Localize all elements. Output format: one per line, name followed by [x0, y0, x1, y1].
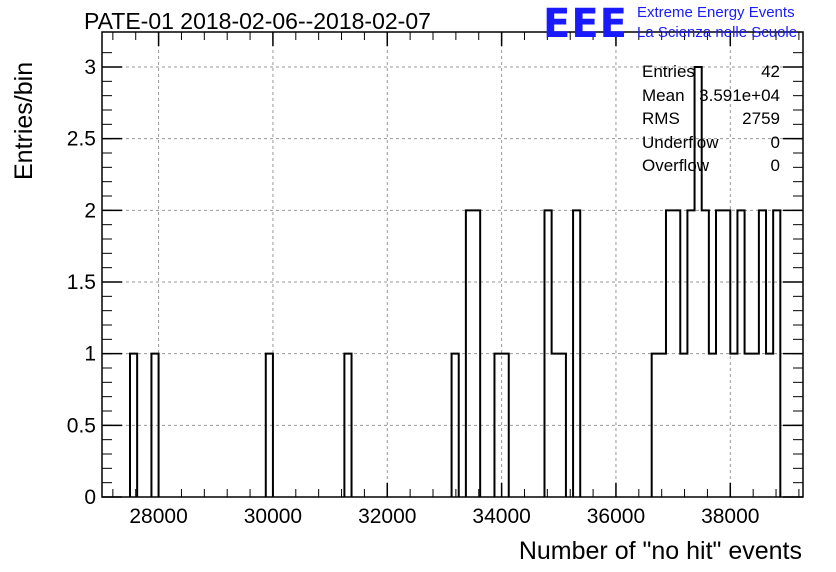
x-tick-label: 28000 — [129, 505, 187, 528]
histogram-step-line — [129, 66, 782, 497]
stats-value: 0 — [770, 132, 780, 152]
y-tick-label: 2.5 — [67, 128, 96, 151]
x-tick-label: 34000 — [472, 505, 530, 528]
y-tick-label: 2 — [84, 199, 96, 222]
histogram-bin — [659, 354, 666, 497]
histogram-bin — [452, 354, 459, 497]
logo-line-2: La Scienza nelle Scuole — [637, 24, 798, 41]
histogram-bin — [673, 210, 680, 497]
y-axis-label: Entries/bin — [10, 61, 38, 180]
histogram-bin — [687, 210, 694, 497]
histogram-bin — [730, 354, 737, 497]
histogram-bin — [773, 210, 780, 497]
stats-value: 0 — [770, 156, 780, 175]
histogram-bin — [473, 210, 480, 497]
histogram-bin — [130, 354, 137, 497]
stats-value: 42 — [761, 62, 780, 81]
histogram-bin — [466, 210, 473, 497]
histogram-bin — [680, 354, 687, 497]
histogram-bin — [494, 354, 501, 497]
y-tick-label: 0.5 — [67, 414, 96, 437]
histogram-bin — [702, 210, 709, 497]
histogram-bin — [344, 354, 351, 497]
stats-row-entries: Entries 42 — [642, 60, 780, 84]
stats-row-overflow: Overflow 0 — [642, 154, 780, 178]
histogram-bin — [652, 354, 659, 497]
y-tick-label: 1 — [84, 343, 96, 366]
eee-logo-text: Extreme Energy Events La Scienza nelle S… — [637, 3, 797, 43]
eee-logo: EEE — [543, 1, 628, 47]
y-tick-label: 3 — [84, 56, 96, 79]
y-tick-label: 1.5 — [67, 271, 96, 294]
axis-ticks: 0 0.5 1 1.5 2 2.5 3 28000 30000 32000 34000 36000 38… — [67, 32, 803, 528]
plot-title: PATE-01 2018-02-06--2018-02-07 — [84, 8, 431, 34]
stats-key: Overflow — [642, 156, 710, 175]
stats-row-underflow: Underflow 0 — [642, 131, 780, 155]
histogram-bin — [759, 210, 766, 497]
x-axis-label: Number of "no hit" events — [518, 537, 802, 565]
stats-row-rms: RMS 2759 — [642, 107, 780, 131]
stats-box: Entries 42 Mean 3.591e+04 RMS 2759 Under… — [642, 60, 780, 178]
histogram-bin — [666, 210, 673, 497]
stats-key: Entries — [642, 62, 695, 81]
y-tick-label: 0 — [84, 486, 96, 509]
histogram-bin — [552, 354, 559, 497]
stats-key: Mean — [642, 85, 685, 105]
histogram-bin — [752, 354, 759, 497]
histogram-bin — [716, 210, 723, 497]
histogram-bin — [559, 354, 566, 497]
histogram-bin — [573, 210, 580, 497]
stats-key: RMS — [642, 109, 680, 128]
histogram-bin — [745, 354, 752, 497]
histogram-bin — [723, 210, 730, 497]
histogram-bin — [266, 354, 273, 497]
histogram-bin — [151, 354, 158, 497]
stats-key: Underflow — [642, 132, 719, 152]
histogram-bin — [737, 210, 744, 497]
x-tick-label: 38000 — [701, 505, 759, 528]
x-tick-label: 36000 — [587, 505, 645, 528]
stats-row-mean: Mean 3.591e+04 — [642, 84, 780, 108]
histogram-bin — [544, 210, 551, 497]
stats-value: 2759 — [742, 109, 780, 128]
histogram-bin — [766, 354, 773, 497]
stats-value: 3.591e+04 — [699, 85, 780, 105]
logo-line-1: Extreme Energy Events — [637, 4, 795, 21]
histogram-bin — [709, 354, 716, 497]
histogram-bin — [502, 354, 509, 497]
x-tick-label: 30000 — [244, 505, 302, 528]
x-tick-label: 32000 — [358, 505, 416, 528]
